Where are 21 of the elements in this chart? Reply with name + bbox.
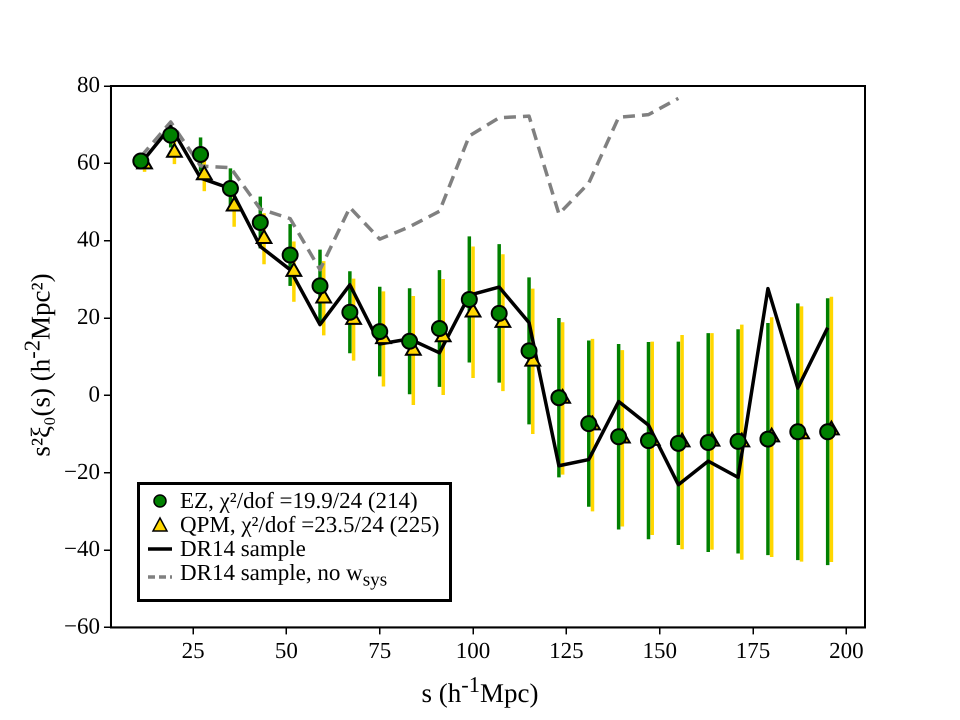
x-tick-label: 125 — [549, 638, 584, 664]
legend-label: DR14 sample, no w$_{sys}$ — [180, 560, 388, 593]
legend-label: EZ, χ²/dof =19.9/24 (214) — [180, 488, 418, 514]
y-tick-label: 0 — [88, 381, 100, 406]
x-tick-label: 25 — [182, 638, 205, 664]
x-tick-label: 150 — [642, 638, 677, 664]
y-tick-label: −60 — [64, 613, 100, 638]
x-tick-label: 175 — [736, 638, 770, 664]
y-tick-label: 40 — [76, 226, 100, 252]
x-tick-label: 200 — [829, 638, 864, 664]
y-tick-label: −40 — [64, 536, 100, 562]
y-tick-label: 20 — [76, 304, 100, 330]
x-tick-label: 50 — [274, 638, 298, 664]
legend-label: DR14 sample — [180, 536, 306, 562]
x-tick-label: 100 — [456, 638, 490, 664]
legend-label: QPM, χ²/dof =23.5/24 (225) — [180, 512, 440, 538]
y-tick-label: 60 — [76, 149, 100, 174]
y-tick-label: −20 — [64, 458, 100, 484]
x-axis-title: s (h$^{-1}$Mpc) — [420, 672, 540, 709]
x-tick-label: 75 — [368, 638, 392, 664]
y-tick-label: 80 — [76, 72, 100, 98]
